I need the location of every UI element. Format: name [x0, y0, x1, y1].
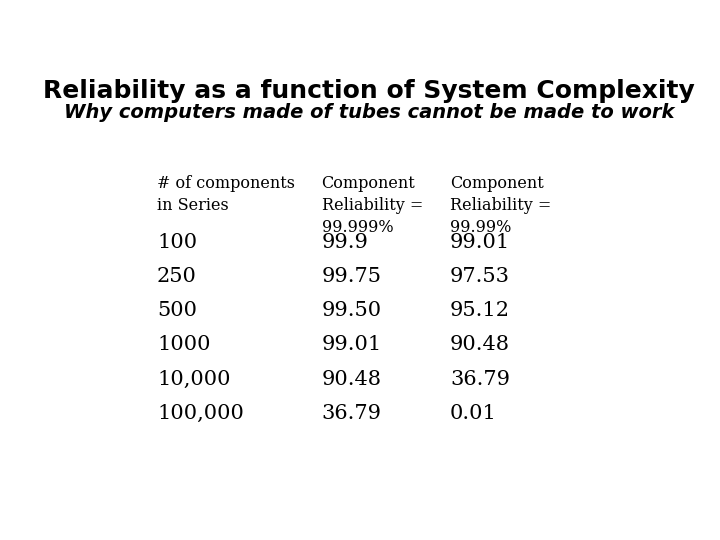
Text: 500: 500 — [157, 301, 197, 320]
Text: 99.50: 99.50 — [322, 301, 382, 320]
Text: 100,000: 100,000 — [157, 404, 244, 423]
Text: Component
Reliability =
99.99%: Component Reliability = 99.99% — [450, 175, 552, 237]
Text: 1000: 1000 — [157, 335, 210, 354]
Text: # of components
in Series: # of components in Series — [157, 175, 295, 214]
Text: 36.79: 36.79 — [450, 369, 510, 389]
Text: 95.12: 95.12 — [450, 301, 510, 320]
Text: 90.48: 90.48 — [450, 335, 510, 354]
Text: 10,000: 10,000 — [157, 369, 230, 389]
Text: 99.01: 99.01 — [322, 335, 382, 354]
Text: Reliability as a function of System Complexity: Reliability as a function of System Comp… — [43, 79, 695, 103]
Text: 250: 250 — [157, 267, 197, 286]
Text: 99.01: 99.01 — [450, 233, 510, 252]
Text: 99.9: 99.9 — [322, 233, 369, 252]
Text: 100: 100 — [157, 233, 197, 252]
Text: 99.75: 99.75 — [322, 267, 382, 286]
Text: Why computers made of tubes cannot be made to work: Why computers made of tubes cannot be ma… — [64, 103, 674, 122]
Text: Component
Reliability =
99.999%: Component Reliability = 99.999% — [322, 175, 423, 237]
Text: 0.01: 0.01 — [450, 404, 497, 423]
Text: 36.79: 36.79 — [322, 404, 382, 423]
Text: 97.53: 97.53 — [450, 267, 510, 286]
Text: 90.48: 90.48 — [322, 369, 382, 389]
